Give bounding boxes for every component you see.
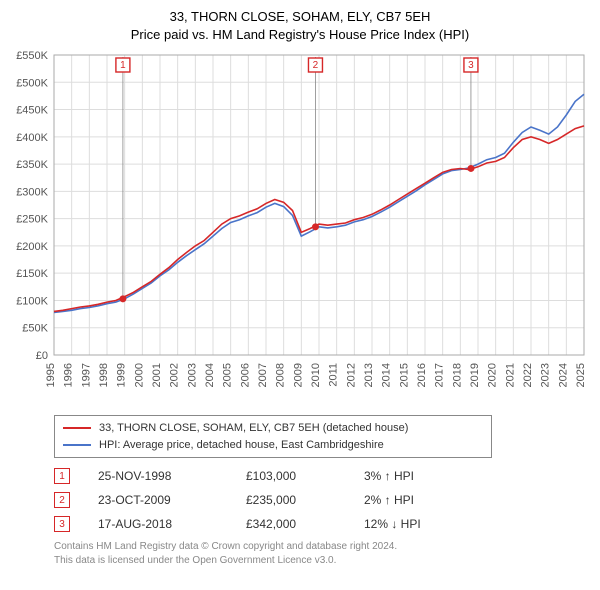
event-row-3: 3 17-AUG-2018 £342,000 12% ↓ HPI [54,516,590,532]
svg-text:2001: 2001 [151,363,163,387]
event-pct-1: 3% ↑ HPI [364,469,414,483]
svg-text:2010: 2010 [310,363,322,387]
svg-text:2003: 2003 [186,363,198,387]
svg-text:2024: 2024 [557,363,569,387]
svg-text:2021: 2021 [504,363,516,387]
svg-text:2019: 2019 [469,363,481,387]
svg-text:£0: £0 [36,350,48,362]
svg-text:£450K: £450K [16,105,48,117]
svg-text:£100K: £100K [16,296,48,308]
event-marker-3: 3 [54,516,70,532]
legend-swatch-1 [63,427,91,429]
page-container: 33, THORN CLOSE, SOHAM, ELY, CB7 5EH Pri… [0,0,600,590]
svg-text:1: 1 [120,60,126,71]
svg-text:2016: 2016 [416,363,428,387]
svg-text:2018: 2018 [451,363,463,387]
svg-text:2022: 2022 [522,363,534,387]
svg-text:2007: 2007 [257,363,269,387]
svg-text:2002: 2002 [169,363,181,387]
legend-item-1: 33, THORN CLOSE, SOHAM, ELY, CB7 5EH (de… [63,420,483,437]
svg-text:2025: 2025 [575,363,587,387]
event-marker-2-num: 2 [59,495,65,506]
event-row-2: 2 23-OCT-2009 £235,000 2% ↑ HPI [54,492,590,508]
svg-text:1997: 1997 [80,363,92,387]
legend-swatch-2 [63,444,91,446]
svg-text:2023: 2023 [540,363,552,387]
svg-text:£400K: £400K [16,132,48,144]
svg-text:2011: 2011 [328,363,340,387]
svg-text:2012: 2012 [345,363,357,387]
svg-text:2013: 2013 [363,363,375,387]
legend-label-1: 33, THORN CLOSE, SOHAM, ELY, CB7 5EH (de… [99,420,408,437]
footer-line-1: Contains HM Land Registry data © Crown c… [54,540,590,554]
svg-text:£50K: £50K [22,323,48,335]
event-price-3: £342,000 [246,517,336,531]
svg-text:1996: 1996 [63,363,75,387]
svg-text:£150K: £150K [16,268,48,280]
event-marker-2: 2 [54,492,70,508]
chart-svg: £0 £50K £100K £150K £200K £250K £300K £350K £400… [10,49,590,409]
event-marker-1: 1 [54,468,70,484]
svg-text:1995: 1995 [45,363,57,387]
event-date-2: 23-OCT-2009 [98,493,218,507]
legend: 33, THORN CLOSE, SOHAM, ELY, CB7 5EH (de… [54,415,492,458]
event-marker-1-num: 1 [59,471,65,482]
svg-text:2006: 2006 [239,363,251,387]
svg-text:£300K: £300K [16,186,48,198]
svg-text:2004: 2004 [204,363,216,387]
footer-line-2: This data is licensed under the Open Gov… [54,554,590,568]
title-line-2: Price paid vs. HM Land Registry's House … [10,26,590,44]
svg-text:1999: 1999 [116,363,128,387]
svg-text:2000: 2000 [133,363,145,387]
svg-text:2: 2 [313,60,319,71]
svg-text:2014: 2014 [381,363,393,387]
svg-text:£550K: £550K [16,50,48,62]
svg-text:2009: 2009 [292,363,304,387]
event-date-1: 25-NOV-1998 [98,469,218,483]
event-price-2: £235,000 [246,493,336,507]
svg-text:2020: 2020 [487,363,499,387]
event-pct-3: 12% ↓ HPI [364,517,421,531]
event-marker-3-num: 3 [59,519,65,530]
event-price-1: £103,000 [246,469,336,483]
svg-text:2015: 2015 [398,363,410,387]
svg-text:1998: 1998 [98,363,110,387]
svg-text:2008: 2008 [275,363,287,387]
svg-text:£500K: £500K [16,77,48,89]
event-date-3: 17-AUG-2018 [98,517,218,531]
svg-text:£350K: £350K [16,159,48,171]
footer: Contains HM Land Registry data © Crown c… [54,540,590,567]
legend-item-2: HPI: Average price, detached house, East… [63,437,483,454]
svg-text:2017: 2017 [434,363,446,387]
title-line-1: 33, THORN CLOSE, SOHAM, ELY, CB7 5EH [10,8,590,26]
events-table: 1 25-NOV-1998 £103,000 3% ↑ HPI 2 23-OCT… [54,468,590,532]
svg-text:£250K: £250K [16,214,48,226]
price-chart: £0 £50K £100K £150K £200K £250K £300K £350K £400… [10,49,590,409]
legend-label-2: HPI: Average price, detached house, East… [99,437,384,454]
event-row-1: 1 25-NOV-1998 £103,000 3% ↑ HPI [54,468,590,484]
svg-text:3: 3 [468,60,474,71]
svg-text:2005: 2005 [222,363,234,387]
svg-text:£200K: £200K [16,241,48,253]
event-pct-2: 2% ↑ HPI [364,493,414,507]
